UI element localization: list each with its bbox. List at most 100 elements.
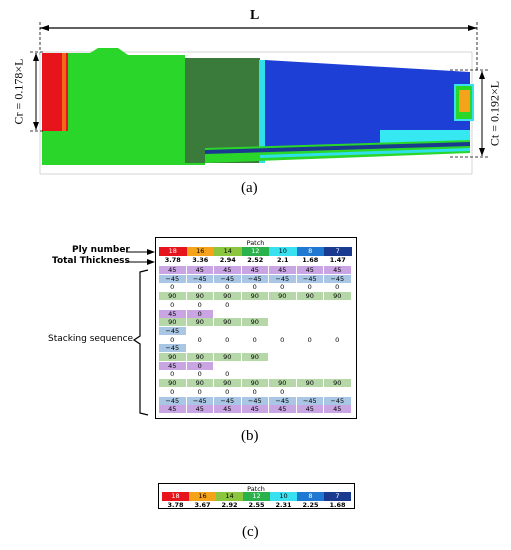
ply-angle-cell: 0 bbox=[159, 387, 186, 396]
ply-angle-cell: 90 bbox=[159, 379, 186, 388]
left-arrow-icon bbox=[40, 25, 49, 31]
ply-angle-cell: 45 bbox=[159, 309, 186, 318]
caption-c: (c) bbox=[242, 524, 259, 540]
ply-angle-cell: 45 bbox=[241, 266, 268, 274]
ply-angle-cell: −45 bbox=[324, 396, 351, 405]
patch-10-strip bbox=[259, 60, 265, 163]
ply-angle-cell: 90 bbox=[269, 379, 296, 388]
ply-angle-cell: 0 bbox=[214, 387, 241, 396]
patch-table-c: Patch 18 16 14 12 10 8 7 3.78 3.67 2.92 2.55 2.31 2.… bbox=[158, 483, 355, 509]
tip-box-inner bbox=[459, 90, 470, 112]
ply-angle-cell: −45 bbox=[324, 274, 351, 283]
ply-angle-cell: −45 bbox=[269, 274, 296, 283]
ply-angle-cell: 90 bbox=[186, 318, 213, 327]
ply-angle-cell: 45 bbox=[186, 266, 213, 274]
ply-angle-cell: 0 bbox=[214, 335, 241, 344]
ply-angle-cell: −45 bbox=[186, 274, 213, 283]
thickness-cell: 2.25 bbox=[302, 501, 319, 509]
thickness-arrow-icon bbox=[147, 259, 155, 265]
ply-angle-cell: −45 bbox=[159, 396, 186, 405]
ply-angle-cell: 0 bbox=[269, 335, 296, 344]
ply-number-cell: 14 bbox=[214, 247, 242, 256]
ply-angle-cell: 45 bbox=[241, 405, 268, 414]
ply-angle-cell: 90 bbox=[214, 292, 241, 301]
tip-chord-label: Ct = 0.192×L bbox=[487, 80, 502, 147]
ply-angle-cell: 90 bbox=[241, 292, 268, 301]
ply-angle-cell: 0 bbox=[241, 283, 268, 292]
ply-angle-cell: 45 bbox=[324, 405, 351, 414]
thickness-cell: 1.68 bbox=[302, 256, 319, 264]
ply-angle-cell: 90 bbox=[241, 318, 268, 327]
ply-angle-cell: 0 bbox=[186, 335, 213, 344]
ply-angle-cell: 0 bbox=[296, 283, 323, 292]
ply-angle-cell: 45 bbox=[159, 266, 186, 274]
ply-angle-cell: 45 bbox=[296, 266, 323, 274]
patch-14-region bbox=[42, 48, 205, 165]
ply-angle-cell: 45 bbox=[269, 405, 296, 414]
cr-down-arrow-icon bbox=[33, 122, 39, 130]
ply-angle-cell: −45 bbox=[159, 344, 186, 353]
ply-angle-cell: −45 bbox=[159, 274, 186, 283]
ply-angle-cell: 45 bbox=[159, 361, 186, 370]
thickness-cell: 2.55 bbox=[248, 501, 265, 509]
ply-angle-cell: 0 bbox=[241, 387, 268, 396]
ply-angle-cell: 45 bbox=[269, 266, 296, 274]
ply-angle-cell: 0 bbox=[214, 300, 241, 309]
ply-number-cell: 7 bbox=[324, 492, 351, 501]
ply-angle-cell: 0 bbox=[324, 283, 351, 292]
thickness-cell: 3.36 bbox=[192, 256, 209, 264]
thickness-cell: 2.92 bbox=[221, 501, 238, 509]
thickness-cell: 2.31 bbox=[275, 501, 292, 509]
total-thickness-label: Total Thickness bbox=[52, 256, 130, 266]
ply-number-cell: 7 bbox=[324, 247, 352, 256]
patch-16-strip bbox=[62, 53, 66, 131]
ply-angle-cell: 0 bbox=[241, 335, 268, 344]
ply-angle-cell: −45 bbox=[296, 274, 323, 283]
ply-angle-cell: 90 bbox=[159, 353, 186, 361]
ply-angle-cell: 0 bbox=[186, 370, 213, 379]
ct-down-arrow-icon bbox=[479, 148, 485, 156]
ply-angle-cell: 0 bbox=[159, 370, 186, 379]
ply-angle-cell: 0 bbox=[159, 335, 186, 344]
ply-angle-cell: −45 bbox=[269, 396, 296, 405]
ply-angle-cell: 0 bbox=[214, 283, 241, 292]
thickness-cell: 2.52 bbox=[247, 256, 264, 264]
ply-angle-cell: 90 bbox=[214, 318, 241, 327]
ply-angle-cell: −45 bbox=[241, 274, 268, 283]
thickness-cell: 2.94 bbox=[219, 256, 236, 264]
ct-up-arrow-icon bbox=[479, 71, 485, 79]
ply-number-cell: 8 bbox=[297, 492, 324, 501]
ply-angle-cell: −45 bbox=[159, 326, 186, 335]
caption-a: (a) bbox=[241, 180, 258, 196]
ply-angle-cell: 0 bbox=[214, 370, 241, 379]
ply-angle-cell: 90 bbox=[214, 379, 241, 388]
thickness-cell: 1.47 bbox=[329, 256, 346, 264]
ply-angle-cell: 0 bbox=[186, 387, 213, 396]
ply-number-cell: 14 bbox=[216, 492, 243, 501]
patch-8-region bbox=[265, 60, 470, 150]
ply-number-cell: 10 bbox=[270, 492, 297, 501]
ply-angle-cell: 90 bbox=[241, 353, 268, 361]
ply-number-label: Ply number bbox=[72, 245, 130, 255]
ply-angle-cell: 0 bbox=[186, 309, 213, 318]
ply-angle-cell: −45 bbox=[214, 274, 241, 283]
ply-angle-cell: 0 bbox=[186, 361, 213, 370]
thickness-cell: 3.67 bbox=[194, 501, 211, 509]
stacking-table: Patch 18 16 14 12 10 8 7 3.78 3.36 2.94 2.52 2.1 1.6… bbox=[155, 237, 357, 419]
ply-angle-cell: 90 bbox=[214, 353, 241, 361]
ply-angle-cell: 0 bbox=[186, 283, 213, 292]
ply-angle-cell: −45 bbox=[296, 396, 323, 405]
thickness-cell: 3.78 bbox=[167, 501, 184, 509]
ply-angle-cell: 0 bbox=[159, 283, 186, 292]
ply-angle-cell: 90 bbox=[324, 292, 351, 301]
ply-angle-cell: 90 bbox=[296, 292, 323, 301]
ply-angle-cell: 90 bbox=[241, 379, 268, 388]
ply-angle-cell: 0 bbox=[159, 300, 186, 309]
ply-angle-cell: 90 bbox=[159, 318, 186, 327]
root-chord-label: Cr = 0.178×L bbox=[11, 58, 26, 125]
stacking-brace bbox=[132, 269, 149, 416]
thickness-cell: 3.78 bbox=[164, 256, 181, 264]
ply-angle-cell: 90 bbox=[159, 292, 186, 301]
caption-b: (b) bbox=[241, 428, 259, 444]
stacking-sequence-label: Stacking sequence bbox=[48, 334, 134, 344]
